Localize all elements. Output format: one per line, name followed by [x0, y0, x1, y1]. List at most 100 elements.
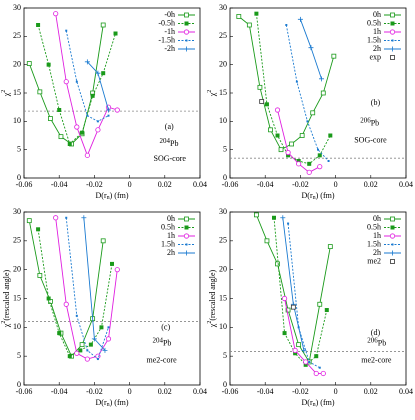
- marker: [391, 243, 394, 246]
- y-axis-label-main: χ: [208, 323, 217, 328]
- x-axis-label-main: D(r: [96, 191, 107, 200]
- series: [280, 215, 307, 353]
- marker: [272, 215, 276, 220]
- series-line: [28, 24, 104, 145]
- marker: [317, 164, 323, 170]
- marker: [317, 148, 319, 151]
- marker: [317, 301, 323, 307]
- y-tick-label: 5: [223, 351, 227, 360]
- legend: -0h-0.5h-1h-1.5h-2h: [158, 10, 195, 53]
- marker: [75, 80, 78, 83]
- x-tick-label: 0.02: [158, 180, 172, 189]
- legend-label: 0h: [167, 214, 175, 223]
- legend-label: -2h: [164, 44, 175, 53]
- marker: [327, 244, 333, 250]
- panel: -0.06 -0.04 -0.02 0 0.02 0.04 0 5 10 15 20 25 30 D(rn…: [1, 207, 207, 409]
- marker: [296, 159, 301, 163]
- isotope-mass: 206: [360, 116, 371, 124]
- marker: [80, 130, 85, 135]
- marker: [58, 134, 64, 140]
- x-axis-label-end: ) (fm): [316, 398, 335, 407]
- marker: [184, 216, 189, 222]
- x-tick-label: 0.02: [364, 387, 378, 396]
- y-tick-label: 15: [219, 293, 227, 302]
- marker: [53, 215, 59, 221]
- y-tick-label: 0: [17, 173, 21, 182]
- marker: [253, 212, 259, 218]
- y-axis-label: χ2(rescaled angle): [1, 269, 10, 328]
- isotope-mass: 204: [160, 137, 171, 145]
- marker: [318, 366, 321, 369]
- marker: [285, 307, 291, 313]
- x-tick-label: -0.02: [86, 180, 103, 189]
- x-tick-label: 0.04: [193, 387, 207, 396]
- y-tick-label: 20: [219, 264, 227, 273]
- x-tick-label: 0: [128, 387, 132, 396]
- marker: [390, 216, 395, 222]
- marker: [268, 127, 273, 133]
- marker: [114, 107, 120, 113]
- marker: [67, 142, 72, 146]
- marker: [185, 243, 188, 246]
- x-axis-label: D(rn) (fm): [96, 398, 129, 409]
- marker: [36, 23, 41, 27]
- marker: [328, 133, 333, 138]
- marker: [285, 24, 288, 26]
- marker: [259, 99, 265, 104]
- x-axis-label: D(rn) (fm): [302, 398, 335, 409]
- x-axis-label-end: ) (fm): [316, 191, 335, 200]
- marker: [37, 89, 43, 95]
- marker: [275, 261, 280, 267]
- marker: [293, 351, 298, 356]
- marker: [264, 102, 269, 107]
- x-tick-label: -0.02: [292, 180, 309, 189]
- legend-label: 1.5h: [367, 239, 381, 248]
- marker: [301, 347, 307, 353]
- legend-label: -0h: [164, 10, 175, 19]
- marker: [105, 107, 111, 113]
- x-tick-label: 0: [128, 180, 132, 189]
- y-tick-label: 10: [13, 322, 21, 331]
- marker: [314, 354, 319, 359]
- series-line: [37, 229, 113, 357]
- marker: [290, 304, 296, 310]
- isotope-element: Pb: [163, 338, 171, 347]
- y-tick-label: 5: [223, 144, 227, 153]
- y-tick-label: 5: [17, 351, 21, 360]
- legend-label: 0.5h: [367, 222, 381, 231]
- series: [26, 218, 106, 359]
- marker: [65, 29, 68, 32]
- model-label: SOG-core: [154, 154, 187, 163]
- series: [65, 29, 110, 123]
- marker: [79, 342, 85, 348]
- isotope-element: Pb: [378, 338, 386, 347]
- y-tick-label: 30: [13, 207, 21, 216]
- series-line: [28, 220, 104, 357]
- marker: [100, 22, 106, 28]
- marker: [390, 21, 395, 26]
- series: [84, 59, 111, 113]
- legend-label: -1.5h: [158, 35, 175, 44]
- marker: [281, 295, 288, 302]
- legend-label: 1h: [373, 27, 381, 36]
- marker: [320, 90, 326, 96]
- x-tick-label: 0: [334, 180, 338, 189]
- legend-label: 0h: [373, 214, 381, 223]
- y-tick-label: 25: [219, 31, 227, 40]
- series: [274, 107, 323, 175]
- x-axis-label-main: D(r: [96, 398, 107, 407]
- x-tick-label: 0.02: [364, 180, 378, 189]
- marker: [390, 225, 395, 230]
- legend-label: 1h: [167, 231, 175, 240]
- x-axis-label: D(rn) (fm): [96, 191, 129, 202]
- marker: [99, 325, 104, 330]
- marker: [113, 31, 118, 36]
- series: [53, 11, 120, 158]
- y-axis-label-main: χ: [2, 323, 11, 328]
- panel: -0.06 -0.04 -0.02 0 0.02 0.04 0 5 10 15 20 25 30 D(rn…: [1, 3, 207, 202]
- series: [65, 216, 110, 361]
- y-tick-label: 30: [219, 3, 227, 12]
- marker: [114, 267, 120, 273]
- marker: [107, 326, 110, 329]
